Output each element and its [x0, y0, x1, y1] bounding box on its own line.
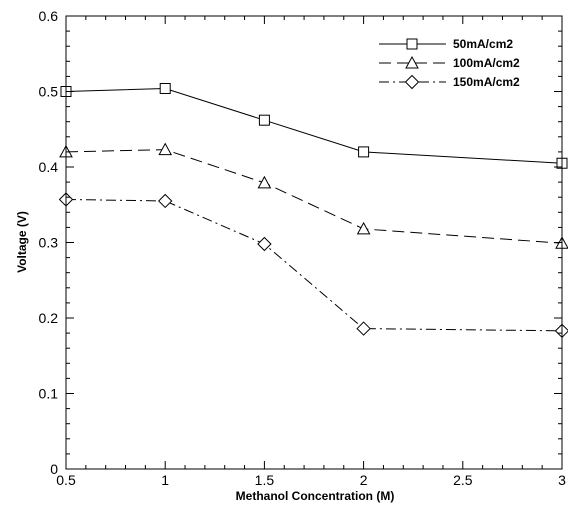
series-3 [58, 192, 568, 339]
x-tick-label: 2.5 [453, 472, 473, 488]
axes-layer: 0 0.1 0.2 0.3 0.4 0.5 0.6 0.5 1 1.5 2 2.5 3 [39, 8, 567, 488]
data-point [159, 82, 171, 94]
data-point [358, 146, 370, 158]
y-tick-label: 0.4 [39, 159, 59, 175]
legend-marker [405, 55, 419, 69]
data-point [356, 321, 371, 336]
x-tick-label: 2 [360, 472, 368, 488]
plot-layer [58, 82, 568, 339]
legend-marker [404, 74, 420, 90]
y-tick-label: 0.1 [39, 386, 59, 402]
x-axis-title: Methanol Concentration (M) [236, 489, 395, 503]
x-tick-label: 1.5 [255, 472, 275, 488]
legend: 50mA/cm2 100mA/cm2 150mA/cm2 [379, 37, 520, 90]
x-tick-label: 3 [558, 472, 566, 488]
data-point [158, 142, 173, 156]
y-tick-label: 0.2 [39, 310, 59, 326]
data-point [356, 221, 371, 235]
y-tick-label: 0.6 [39, 8, 59, 24]
y-axis-title: Voltage (V) [15, 211, 29, 273]
series-line [65, 87, 563, 164]
y-tick-label: 0.5 [39, 84, 59, 100]
data-point [257, 236, 272, 252]
series-line [65, 198, 563, 332]
data-point [257, 175, 272, 189]
y-tick-label: 0 [50, 461, 58, 477]
data-point [258, 114, 270, 126]
data-point [157, 193, 173, 209]
legend-marker [406, 38, 418, 50]
x-tick-label: 1 [161, 472, 169, 488]
legend-label: 50mA/cm2 [453, 37, 513, 51]
y-tick-label: 0.3 [39, 235, 59, 251]
x-tick-label: 0.5 [56, 472, 76, 488]
legend-label: 150mA/cm2 [453, 75, 520, 89]
legend-label: 100mA/cm2 [453, 56, 520, 70]
series-1 [60, 82, 568, 169]
series-line [65, 149, 563, 244]
